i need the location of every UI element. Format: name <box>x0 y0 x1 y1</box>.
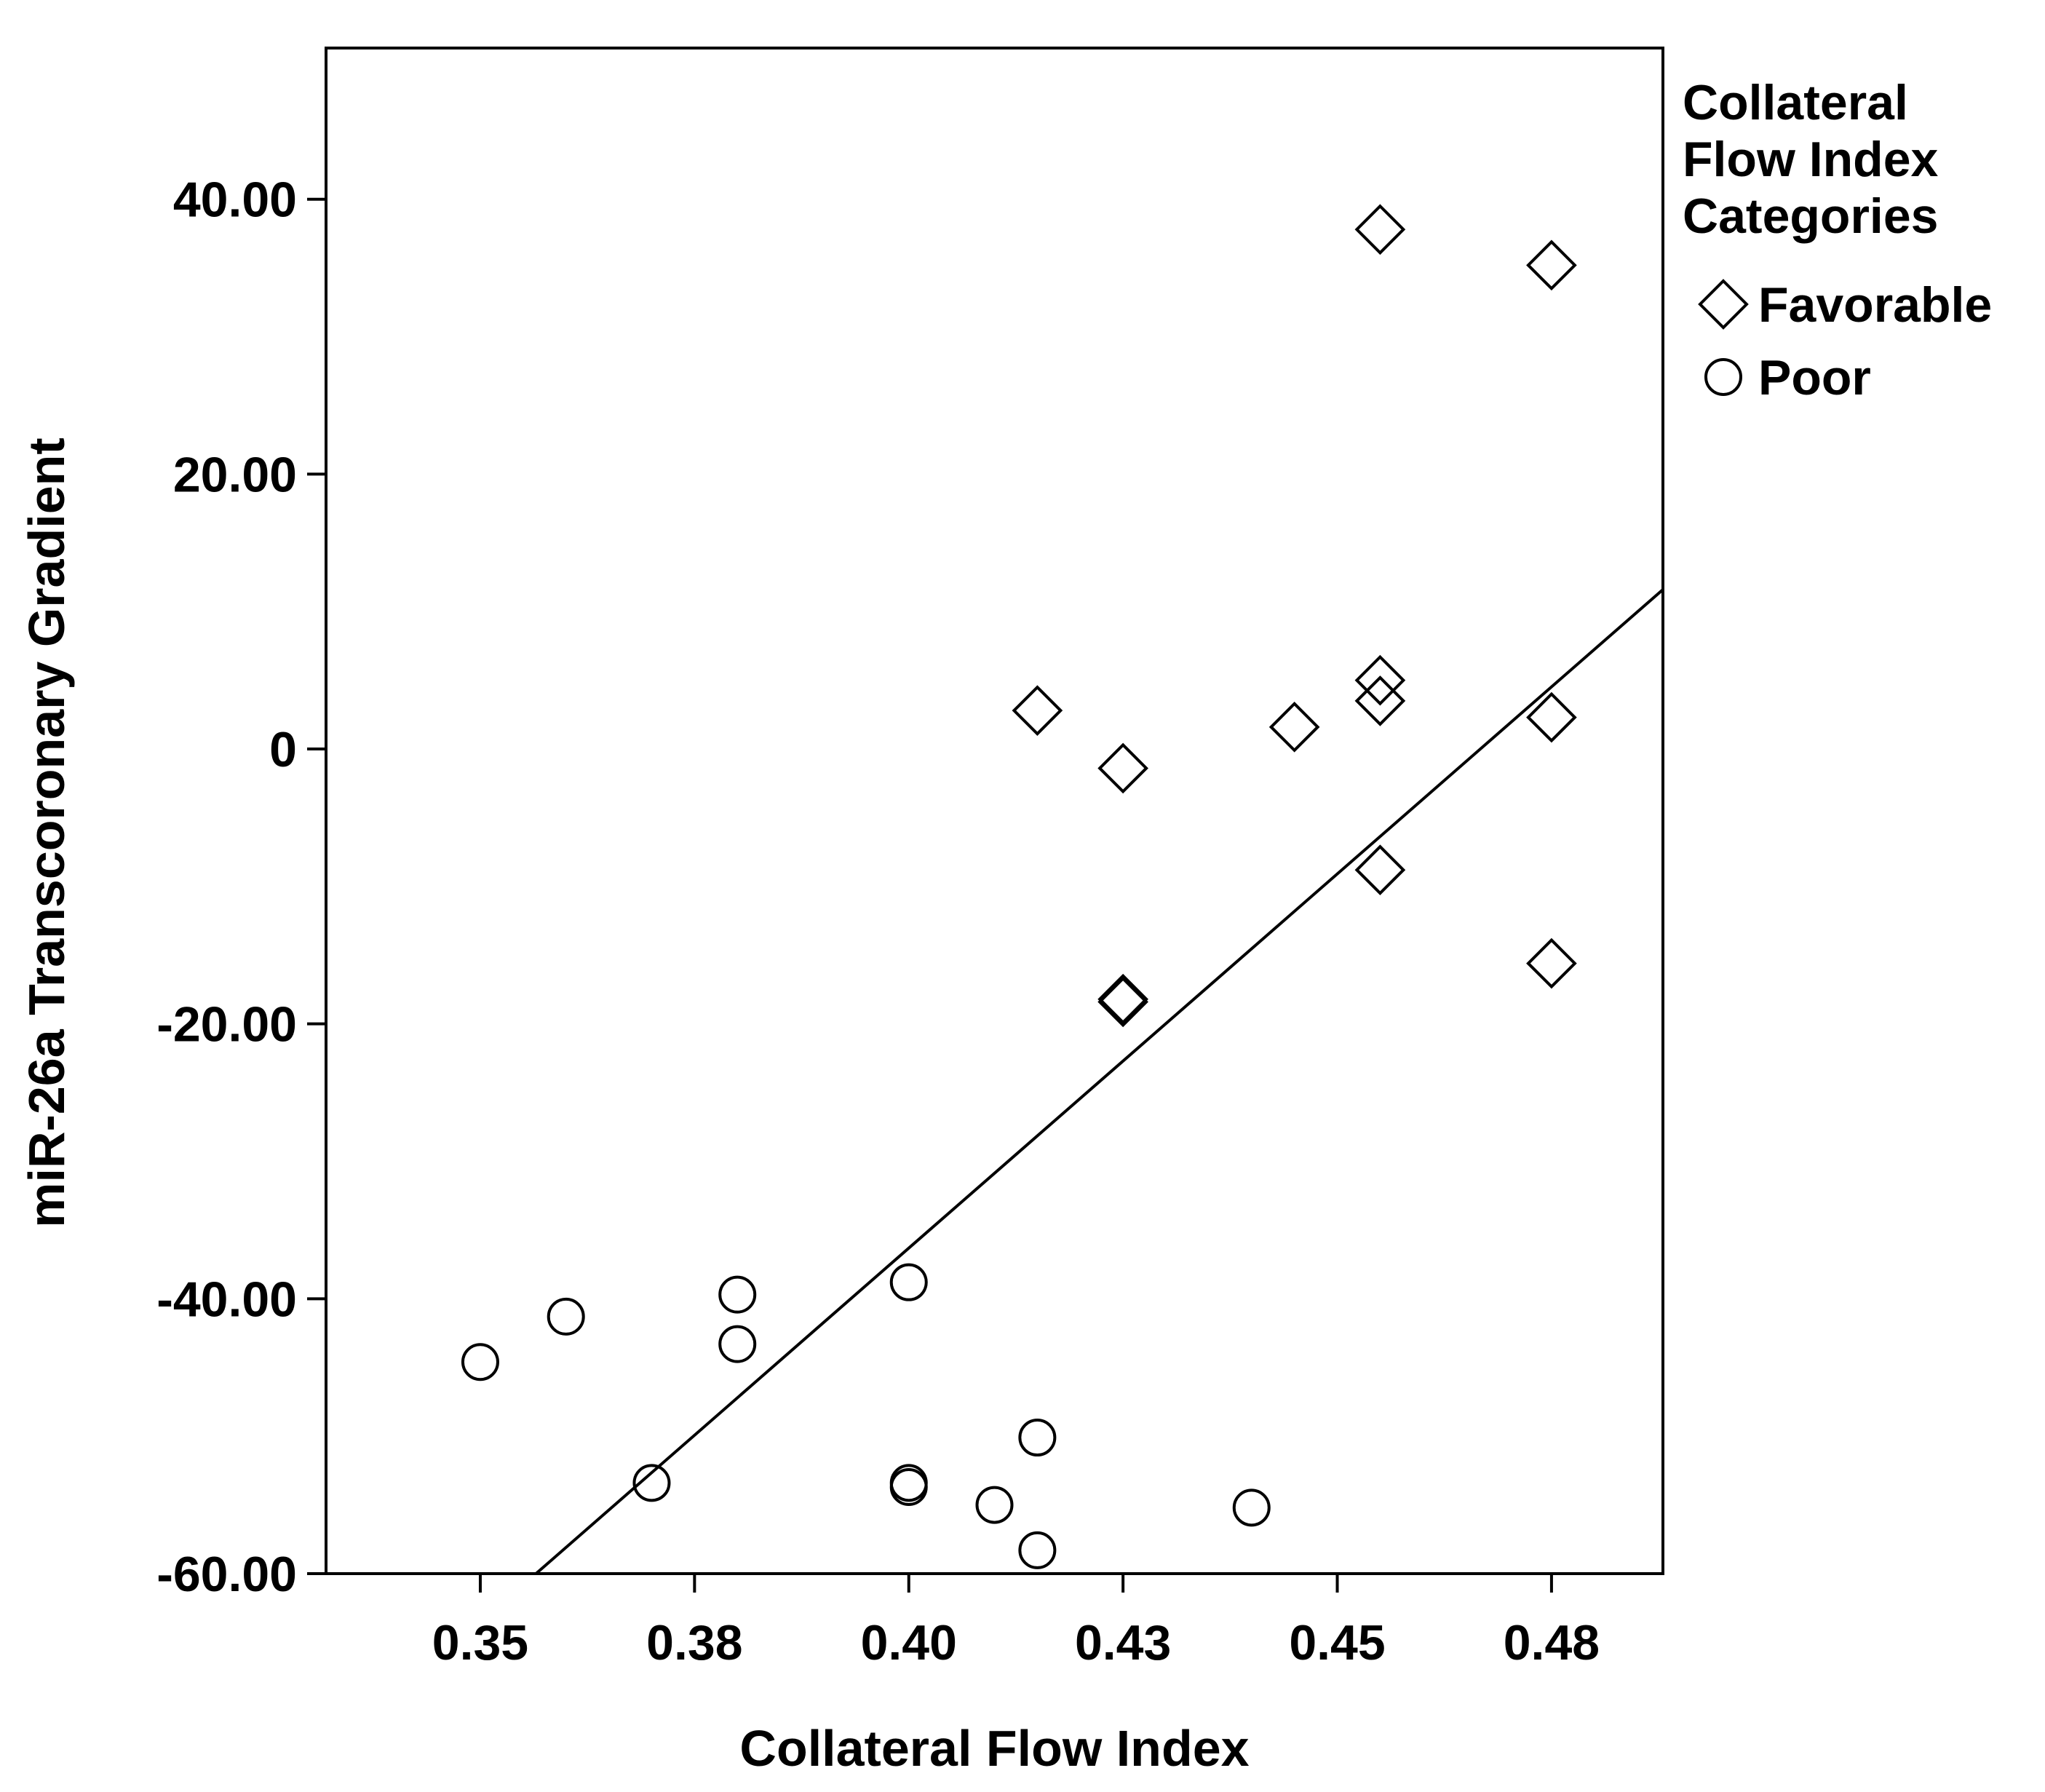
poor-point <box>889 1468 928 1507</box>
x-tick-label: 0.38 <box>646 1615 742 1670</box>
favorable-point <box>1097 976 1148 1028</box>
poor-point <box>718 1325 757 1363</box>
favorable-point <box>1526 239 1577 291</box>
y-axis: 40.00 20.00 0 -20.00 -40.00 -60.00 <box>156 173 326 1602</box>
poor-point <box>1018 1531 1057 1569</box>
legend-poor-label: Poor <box>1758 350 1871 405</box>
legend-favorable-label: Favorable <box>1758 277 1992 333</box>
x-tick-label: 0.40 <box>861 1615 957 1670</box>
data-points <box>461 204 1577 1569</box>
poor-point <box>1018 1419 1057 1457</box>
poor-point <box>718 1275 757 1314</box>
x-axis: 0.35 0.38 0.40 0.43 0.45 0.48 <box>432 1574 1600 1670</box>
plot-area-border <box>325 47 1664 1575</box>
y-tick-label: 20.00 <box>173 447 297 502</box>
y-tick-label: 40.00 <box>173 173 297 228</box>
legend-title-line: Flow Index <box>1683 132 1939 187</box>
x-tick-label: 0.35 <box>432 1615 528 1670</box>
favorable-point <box>1526 937 1577 989</box>
x-axis-title: Collateral Flow Index <box>739 1720 1249 1777</box>
legend-favorable-marker <box>1698 279 1749 330</box>
x-tick-label: 0.48 <box>1504 1615 1600 1670</box>
legend-title-line: Collateral <box>1683 75 1908 130</box>
favorable-point <box>1526 691 1577 743</box>
legend-title-line: Categories <box>1683 189 1938 244</box>
favorable-point <box>1354 654 1406 706</box>
regression-line-group <box>535 588 1664 1575</box>
x-tick-label: 0.45 <box>1289 1615 1385 1670</box>
poor-point <box>1232 1488 1271 1527</box>
y-axis-title: miR-26a Transcoronary Gradient <box>18 437 75 1227</box>
regression-line <box>535 588 1664 1575</box>
y-tick-label: -20.00 <box>156 997 297 1052</box>
x-tick-label: 0.43 <box>1075 1615 1171 1670</box>
legend-poor-marker <box>1704 358 1742 396</box>
y-tick-label: -60.00 <box>156 1547 297 1602</box>
series-favorable <box>1012 204 1577 1028</box>
plot-frame <box>325 47 1664 1575</box>
favorable-point <box>1354 675 1406 726</box>
favorable-point <box>1354 204 1406 255</box>
poor-point <box>547 1297 585 1336</box>
series-poor <box>461 1263 1271 1569</box>
favorable-point <box>1268 701 1320 753</box>
favorable-point <box>1354 844 1406 896</box>
poor-point <box>461 1343 499 1381</box>
y-tick-label: 0 <box>269 722 297 777</box>
favorable-point <box>1097 742 1148 794</box>
favorable-point <box>1097 973 1148 1025</box>
y-tick-label: -40.00 <box>156 1272 297 1327</box>
poor-point <box>632 1464 671 1502</box>
favorable-point <box>1012 685 1063 736</box>
poor-point <box>889 1263 928 1301</box>
poor-point <box>975 1486 1014 1524</box>
